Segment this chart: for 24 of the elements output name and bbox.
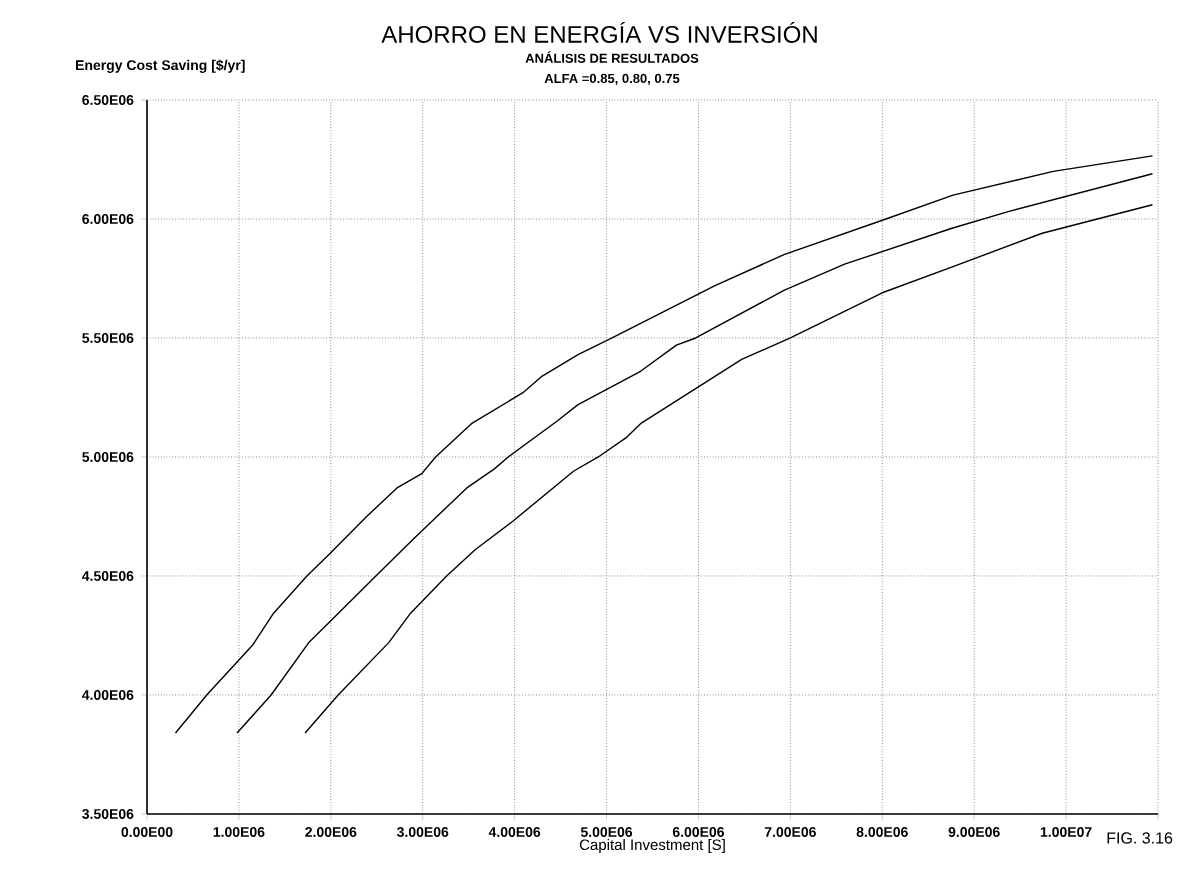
y-tick-label: 5.50E06 xyxy=(82,333,134,343)
x-axis-title: Capital Investment [S] xyxy=(579,839,725,854)
text: ALFA =0.85, 0.80, 0.75 xyxy=(544,73,680,85)
x-tick-label: 8.00E06 xyxy=(856,827,908,837)
x-tick-label: 9.00E06 xyxy=(948,827,1000,837)
y-tick-label: 3.50E06 xyxy=(82,809,134,819)
chart-title: AHORRO EN ENERGÍA VS INVERSIÓN xyxy=(381,21,817,43)
caption: FIG. 3.16 xyxy=(1107,832,1173,844)
x-tick-label: 0.00E00 xyxy=(121,827,173,837)
x-tick-label: 2.00E06 xyxy=(305,827,357,837)
chart-subtitle: ANÁLISIS DE RESULTADOS xyxy=(525,51,699,63)
x-tick-label: 1.00E06 xyxy=(213,827,265,837)
x-tick-label: 3.00E06 xyxy=(396,827,449,837)
y-tick-label: 6.00E06 xyxy=(82,214,134,224)
y-axis-title: Energy Cost Saving [$/yr] xyxy=(76,59,245,73)
x-tick-label: 5.00E06 xyxy=(580,827,633,837)
y-tick-label: 4.00E06 xyxy=(82,690,134,700)
x-tick-label: 6.00E06 xyxy=(672,827,725,837)
x-tick-label: 7.00E06 xyxy=(764,827,816,837)
y-tick-label: 4.50E06 xyxy=(82,571,134,581)
x-tick-label: 4.00E06 xyxy=(488,827,541,837)
y-tick-label: 6.50E06 xyxy=(82,95,134,105)
x-tick-label: 1.00E07 xyxy=(1040,827,1092,837)
y-tick-label: 5.00E06 xyxy=(82,452,134,462)
